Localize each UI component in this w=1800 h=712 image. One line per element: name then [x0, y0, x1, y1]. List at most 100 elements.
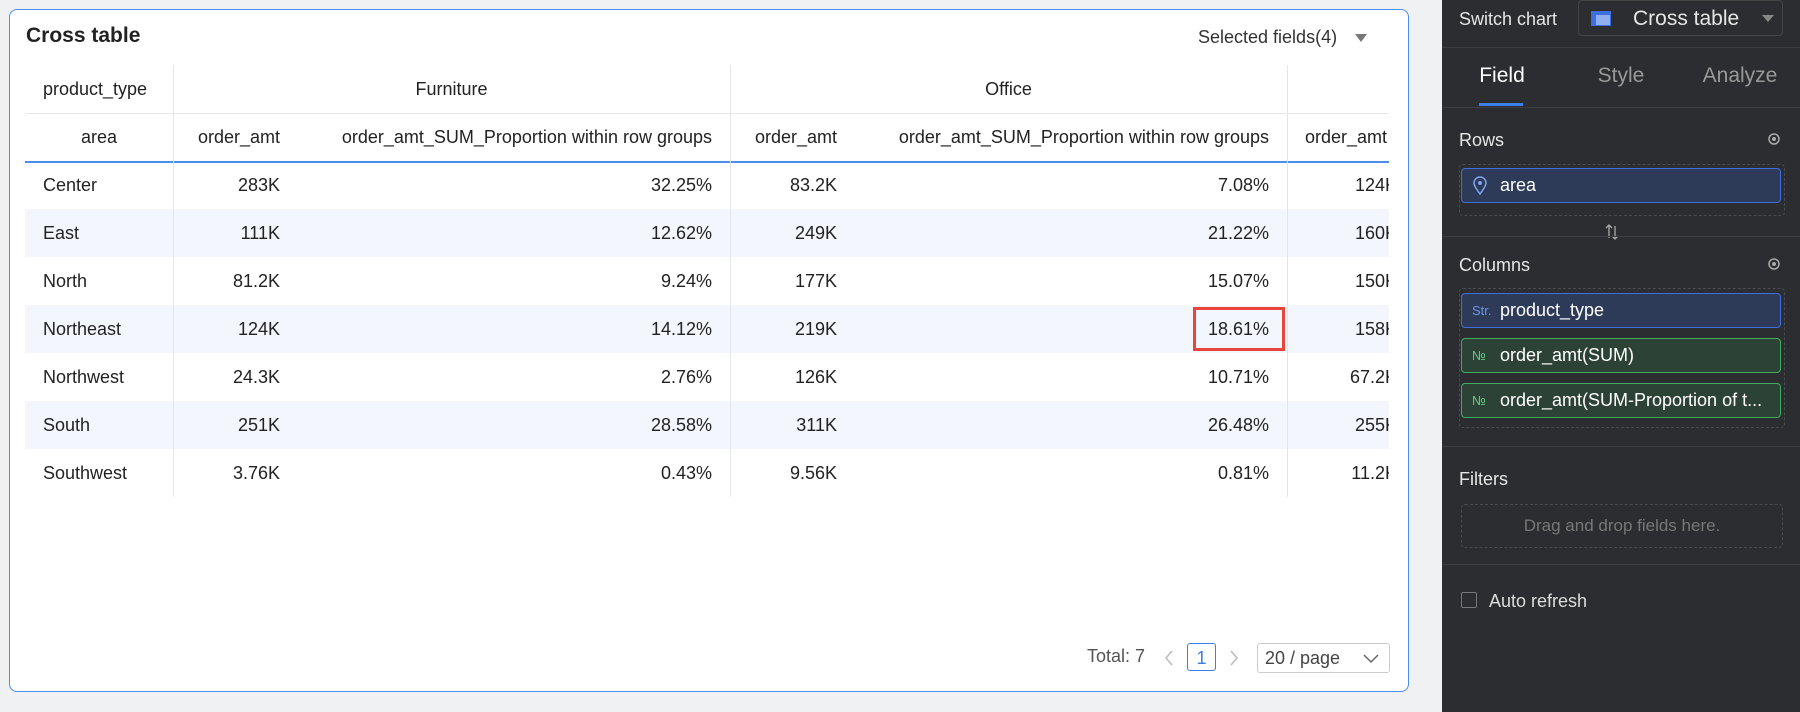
columns-dropzone	[1459, 288, 1785, 428]
data-cell: 7.08%	[1217, 175, 1269, 195]
settings-icon[interactable]	[1766, 256, 1782, 272]
next-page[interactable]	[1227, 648, 1241, 668]
field-name: order_amt(SUM-Proportion of t...	[1500, 390, 1763, 410]
column-header-cell: order_amt	[754, 127, 837, 147]
row-header-cell: Northeast	[43, 319, 122, 339]
data-cell: 10.71%	[1207, 367, 1269, 387]
column-divider	[1287, 65, 1288, 497]
data-cell: 9.24%	[660, 271, 712, 291]
field-badge: Str.	[1472, 303, 1492, 318]
column-divider	[173, 65, 174, 497]
group-header-cell: Office	[985, 79, 1032, 99]
field-badge: №	[1472, 348, 1486, 363]
column-field[interactable]: № order_amt(SUM)	[1461, 338, 1781, 373]
switch-label: Switch chart	[1459, 9, 1558, 29]
field-badge: №	[1472, 393, 1486, 408]
row-background	[25, 449, 1389, 497]
row-header-cell: South	[43, 415, 91, 435]
column-field[interactable]: Str. product_type	[1461, 293, 1781, 328]
field-name: order_amt(SUM)	[1500, 345, 1635, 365]
chart-switch[interactable]: Cross table	[1578, 0, 1783, 36]
row-background	[25, 353, 1389, 401]
row-background	[25, 161, 1389, 209]
tab-underline	[1479, 103, 1523, 106]
data-cell: 0.43%	[660, 463, 712, 483]
chart-switch-arrow	[1762, 15, 1774, 22]
divider	[1442, 236, 1800, 237]
data-cell: 158K	[1354, 319, 1389, 339]
group-header-cell: product_type	[43, 79, 148, 99]
column-header-cell: area	[80, 127, 118, 147]
rows-label: Rows	[1459, 130, 1505, 150]
column-header-cell: order_amt_SUM_Proportion within row grou…	[898, 127, 1269, 147]
page-size-select[interactable]: 20 / page	[1257, 643, 1390, 673]
data-cell: 219K	[794, 319, 837, 339]
swap-icon[interactable]	[1605, 224, 1619, 240]
row-header-cell: North	[43, 271, 88, 291]
data-cell: 124K	[1354, 175, 1389, 195]
row-field-name: area	[1500, 175, 1537, 195]
data-cell: 32.25%	[650, 175, 712, 195]
prev-page[interactable]	[1162, 648, 1176, 668]
page-number[interactable]: 1	[1187, 643, 1216, 671]
filters-dropzone[interactable]: Drag and drop fields here.	[1461, 504, 1783, 548]
auto-refresh-label: Auto refresh	[1489, 591, 1588, 611]
row-background	[25, 401, 1389, 449]
page-size: 20 / page	[1265, 648, 1341, 668]
data-cell: 177K	[794, 271, 837, 291]
row-header-cell: Southwest	[43, 463, 128, 483]
data-cell: 311K	[796, 415, 837, 435]
tab[interactable]: Field	[1479, 64, 1525, 87]
data-cell: 15.07%	[1207, 271, 1269, 291]
filters-label: Filters	[1459, 469, 1508, 489]
row-background	[25, 257, 1389, 305]
data-cell: 283K	[237, 175, 280, 195]
row-field[interactable]: area	[1461, 168, 1781, 203]
data-cell: 251K	[237, 415, 280, 435]
data-cell: 255K	[1354, 415, 1389, 435]
row-header-cell: Center	[43, 175, 98, 195]
data-cell: 18.61%	[1207, 319, 1269, 339]
highlight-box	[1193, 307, 1285, 351]
data-cell: 67.2K	[1349, 367, 1389, 387]
data-cell: 81.2K	[232, 271, 280, 291]
column-header-cell: order_amt_SUM_Proportion within row grou…	[341, 127, 712, 147]
tab[interactable]: Style	[1597, 64, 1645, 87]
field-name: product_type	[1500, 300, 1605, 320]
data-cell: 14.12%	[650, 319, 712, 339]
data-cell: 150K	[1354, 271, 1389, 291]
data-cell: 0.81%	[1217, 463, 1269, 483]
divider	[1442, 564, 1800, 565]
row-header-cell: Northwest	[43, 367, 125, 387]
data-cell: 11.2K	[1351, 463, 1389, 483]
column-header-cell: order_amt	[197, 127, 280, 147]
settings-icon[interactable]	[1766, 131, 1782, 147]
header-border	[25, 113, 1389, 114]
data-cell: 160K	[1354, 223, 1389, 243]
data-cell: 249K	[794, 223, 837, 243]
dropdown-arrow	[1355, 34, 1367, 42]
auto-refresh-checkbox[interactable]	[1461, 592, 1477, 608]
rows-dropzone	[1459, 164, 1785, 216]
tab[interactable]: Analyze	[1702, 64, 1778, 87]
location-icon	[1473, 176, 1487, 196]
card-title: Cross table	[26, 24, 141, 47]
data-cell: 3.76K	[232, 463, 280, 483]
data-cell: 26.48%	[1207, 415, 1269, 435]
data-cell: 111K	[240, 223, 280, 243]
divider	[1442, 47, 1800, 48]
data-cell: 9.56K	[789, 463, 837, 483]
selected-fields[interactable]: Selected fields(4)	[1198, 27, 1338, 47]
columns-label: Columns	[1459, 255, 1531, 275]
group-header-cell: Furniture	[415, 79, 488, 99]
header-border	[25, 161, 1389, 163]
chart-type: Cross table	[1633, 7, 1740, 30]
divider	[1442, 446, 1800, 447]
data-cell: 126K	[794, 367, 837, 387]
data-cell: 12.62%	[650, 223, 712, 243]
column-divider	[730, 65, 731, 497]
divider	[1442, 107, 1800, 108]
data-cell: 124K	[237, 319, 280, 339]
column-field[interactable]: № order_amt(SUM-Proportion of t...	[1461, 383, 1781, 418]
